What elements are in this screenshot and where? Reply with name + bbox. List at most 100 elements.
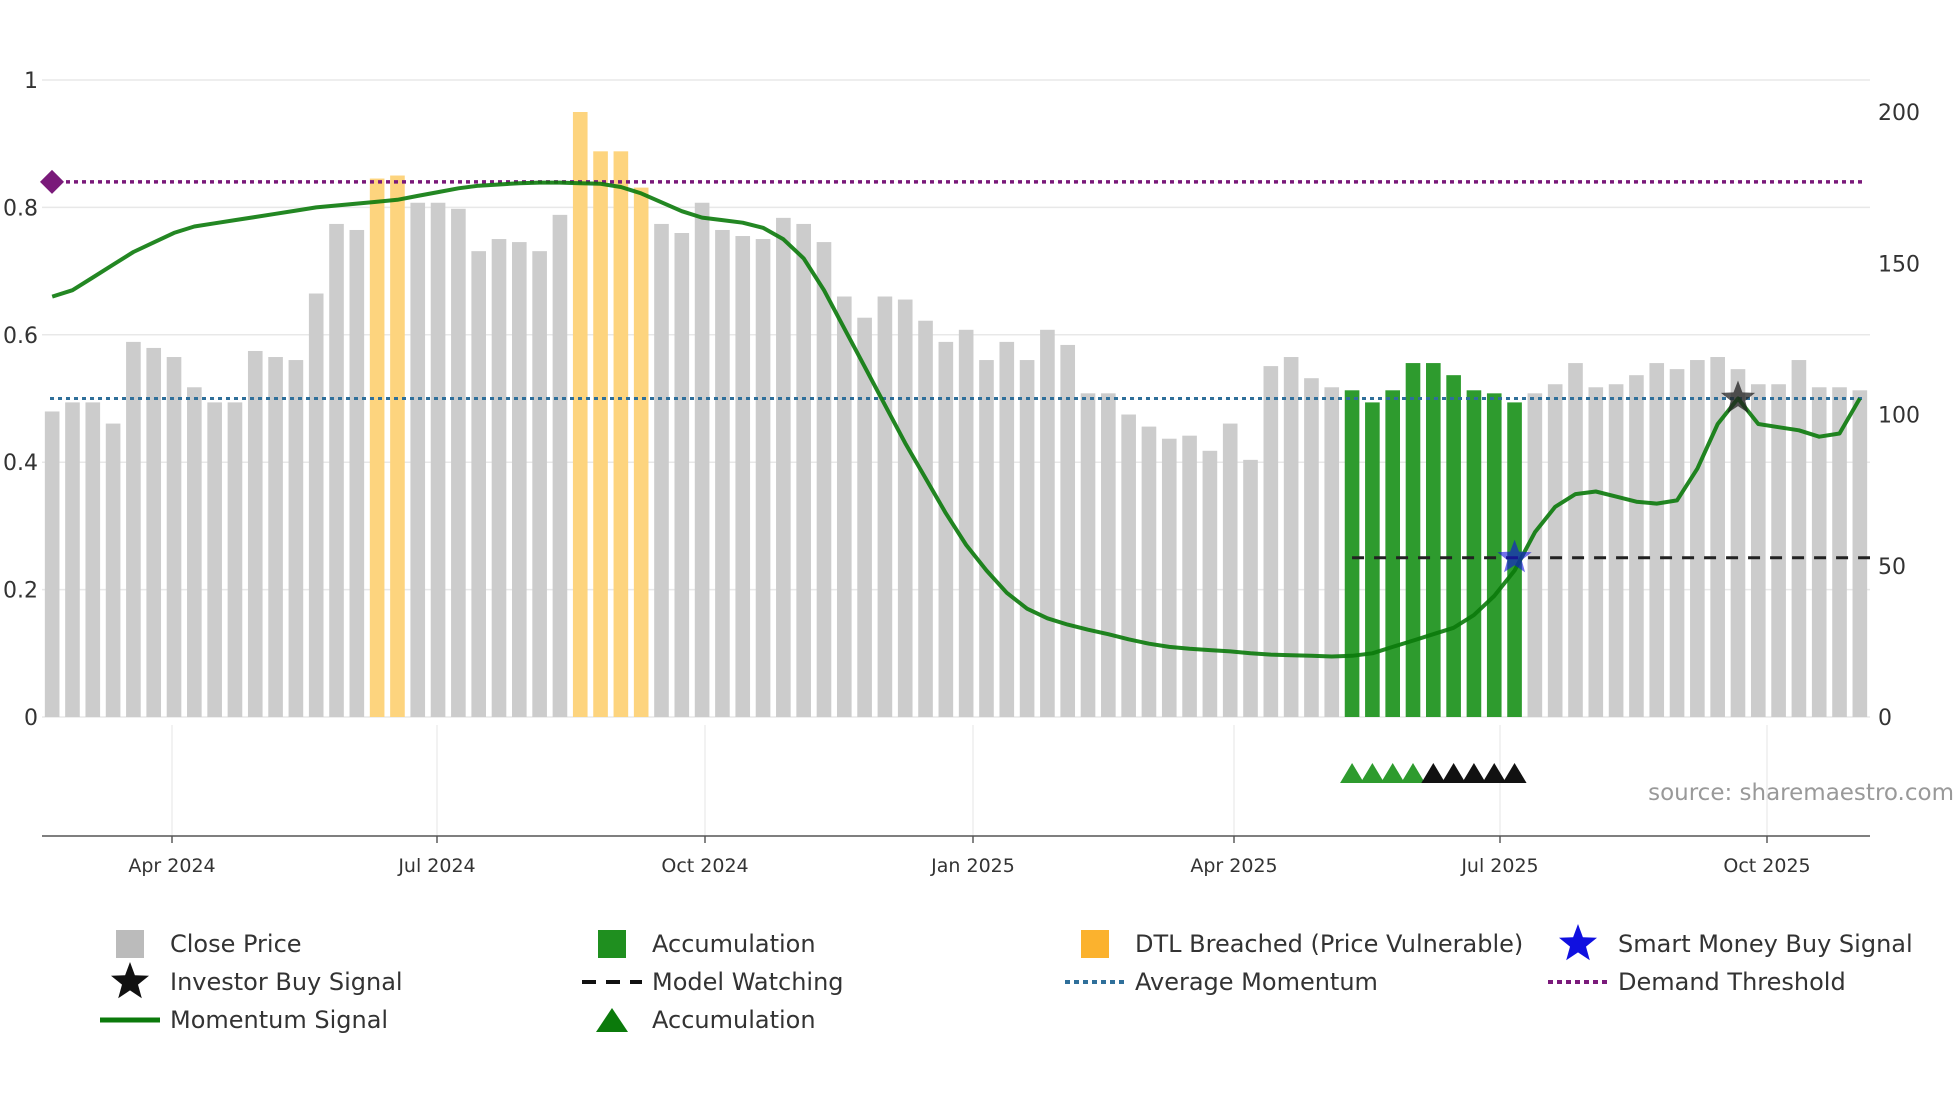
close-price-bar <box>1568 363 1583 717</box>
accumulation-bar <box>1405 363 1421 717</box>
legend-swatch-close <box>116 930 144 958</box>
dtl-breached-bar <box>369 178 385 718</box>
close-price-bar <box>1547 384 1563 717</box>
close-price-bar <box>979 360 994 717</box>
close-price-bar <box>1588 387 1604 717</box>
accumulation-bar <box>1486 393 1502 717</box>
legend-label: Investor Buy Signal <box>170 968 403 996</box>
accumulation-triangle-dark <box>1502 763 1527 783</box>
close-price-bar <box>166 357 182 717</box>
close-price-bar <box>471 251 487 717</box>
y-left-tick-label: 0.6 <box>3 324 38 349</box>
close-price-bar <box>1690 360 1705 717</box>
close-price-bar <box>329 223 344 718</box>
close-price-bar <box>735 236 751 717</box>
dtl-breached-bar <box>572 112 588 717</box>
close-price-bar <box>1832 387 1847 717</box>
close-price-bar <box>1243 459 1258 717</box>
y-right-tick-label: 100 <box>1878 404 1920 429</box>
close-price-bar <box>1730 369 1746 717</box>
close-price-bar <box>451 208 466 718</box>
close-price-bar <box>1527 393 1543 717</box>
close-price-bar <box>1304 378 1319 717</box>
close-price-bar <box>247 350 263 717</box>
accumulation-bar <box>1446 375 1461 717</box>
accumulation-triangle-dark <box>1441 763 1466 783</box>
accumulation-triangle-dark <box>1421 763 1446 783</box>
close-price-bar <box>776 217 791 717</box>
close-price-bar <box>288 360 304 717</box>
legend-swatch-investor <box>111 962 149 999</box>
close-price-bar <box>491 239 507 718</box>
y-left-tick-label: 0.4 <box>3 451 38 476</box>
y-right-tick-label: 150 <box>1878 252 1920 277</box>
close-price-bar <box>1202 450 1218 717</box>
bar-series <box>44 112 1868 718</box>
close-price-bar <box>836 296 852 717</box>
accumulation-bar <box>1344 390 1360 717</box>
close-price-bar <box>65 402 80 717</box>
accumulation-bar <box>1466 390 1482 717</box>
x-tick-label: Apr 2024 <box>128 855 215 877</box>
close-price-bar <box>1040 329 1055 717</box>
close-price-bar <box>715 229 730 717</box>
x-tick-label: Apr 2025 <box>1190 855 1277 877</box>
signal-markers <box>1340 380 1756 783</box>
gridlines <box>42 79 1870 836</box>
accumulation-bar <box>1385 390 1401 717</box>
close-price-bar <box>857 317 872 717</box>
close-price-bar <box>654 223 669 718</box>
close-price-bar <box>1019 360 1035 717</box>
y-right-tick-label: 0 <box>1878 706 1892 731</box>
accumulation-triangle <box>1401 763 1425 783</box>
close-price-bar <box>1101 393 1116 717</box>
y-right-tick-label: 50 <box>1878 555 1906 580</box>
close-price-bar <box>999 341 1015 717</box>
close-price-bar <box>511 242 527 717</box>
close-price-bar <box>349 229 365 717</box>
close-price-bar <box>877 296 893 717</box>
accumulation-bar <box>1365 402 1380 717</box>
close-price-bar <box>1060 344 1076 717</box>
accumulation-triangle-dark <box>1461 763 1486 783</box>
close-price-bar <box>938 341 954 717</box>
line-series <box>40 169 1870 659</box>
close-price-bar <box>1649 363 1665 717</box>
legend-swatch-accumulation-triangle <box>596 1008 628 1032</box>
close-price-bar <box>1710 357 1725 717</box>
close-price-bar <box>1141 426 1157 717</box>
close-price-bar <box>918 320 933 717</box>
dtl-breached-bar <box>613 151 629 717</box>
close-price-bar <box>1791 360 1807 717</box>
close-price-bar <box>1669 369 1685 717</box>
y-left-tick-label: 1 <box>24 69 38 94</box>
legend: Close Price Accumulation DTL Breached (Pri… <box>100 924 1913 1034</box>
x-tick-label: Oct 2024 <box>661 855 748 877</box>
legend-swatch-smart-money <box>1559 924 1597 961</box>
accumulation-triangle <box>1360 763 1385 783</box>
close-price-bar <box>268 357 283 717</box>
legend-swatch-dtl <box>1081 930 1109 958</box>
close-price-bar <box>1222 423 1238 717</box>
close-price-bar <box>532 251 547 717</box>
y-left-tick-label: 0 <box>24 706 38 731</box>
legend-label: Accumulation <box>652 930 816 958</box>
close-price-bar <box>1324 387 1340 717</box>
close-price-bar <box>816 242 832 717</box>
close-price-bar <box>1182 435 1197 717</box>
close-price-bar <box>755 239 771 718</box>
legend-label: Smart Money Buy Signal <box>1618 930 1913 958</box>
dtl-breached-bar <box>593 151 608 717</box>
close-price-bar <box>958 329 974 717</box>
close-price-bar <box>674 233 690 717</box>
x-tick-label: Jul 2024 <box>397 855 475 877</box>
close-price-bar <box>146 347 162 717</box>
close-price-bar <box>308 293 324 717</box>
momentum-signal-line <box>51 180 1862 659</box>
x-tick-label: Oct 2025 <box>1723 855 1810 877</box>
accumulation-triangle-dark <box>1482 763 1507 783</box>
close-price-bar <box>410 202 426 717</box>
dtl-breached-bar <box>390 175 405 717</box>
close-price-bar <box>897 299 913 717</box>
